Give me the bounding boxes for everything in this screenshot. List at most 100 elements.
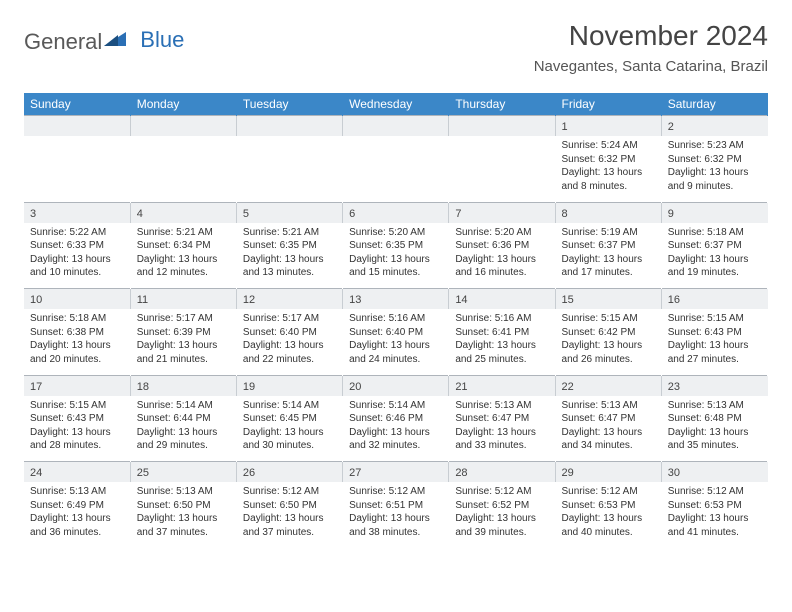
- day-detail-text: Sunrise: 5:15 AMSunset: 6:43 PMDaylight:…: [30, 399, 124, 453]
- day-detail-cell: Sunrise: 5:16 AMSunset: 6:40 PMDaylight:…: [343, 309, 449, 375]
- day-number-cell: 19: [236, 375, 342, 396]
- weekday-header: Friday: [555, 93, 661, 116]
- day-number-cell: 5: [236, 202, 342, 223]
- day-number-cell: 25: [130, 462, 236, 483]
- day-number: 3: [30, 208, 36, 220]
- page-header: General Blue November 2024 Navegantes, S…: [24, 20, 768, 75]
- day-detail-text: Sunrise: 5:14 AMSunset: 6:44 PMDaylight:…: [137, 399, 230, 453]
- month-title: November 2024: [534, 20, 768, 52]
- day-detail-cell: Sunrise: 5:21 AMSunset: 6:35 PMDaylight:…: [236, 223, 342, 289]
- day-detail-cell: Sunrise: 5:14 AMSunset: 6:45 PMDaylight:…: [236, 396, 342, 462]
- day-number-cell: [130, 116, 236, 137]
- day-detail-text: Sunrise: 5:17 AMSunset: 6:39 PMDaylight:…: [137, 312, 230, 366]
- day-number-cell: [343, 116, 449, 137]
- day-number: 1: [562, 121, 568, 133]
- day-detail-text: Sunrise: 5:12 AMSunset: 6:53 PMDaylight:…: [562, 485, 655, 539]
- calendar-table: Sunday Monday Tuesday Wednesday Thursday…: [24, 93, 768, 548]
- day-detail-cell: Sunrise: 5:12 AMSunset: 6:50 PMDaylight:…: [236, 482, 342, 548]
- day-number: 10: [30, 294, 42, 306]
- logo-triangle-icon: [104, 26, 126, 52]
- day-number-row: 3 4 567 89: [24, 202, 768, 223]
- day-detail-text: Sunrise: 5:21 AMSunset: 6:34 PMDaylight:…: [137, 226, 230, 280]
- day-detail-text: Sunrise: 5:13 AMSunset: 6:47 PMDaylight:…: [455, 399, 548, 453]
- day-detail-row: Sunrise: 5:22 AMSunset: 6:33 PMDaylight:…: [24, 223, 768, 289]
- day-number-cell: 3: [24, 202, 130, 223]
- day-detail-cell: Sunrise: 5:13 AMSunset: 6:47 PMDaylight:…: [555, 396, 661, 462]
- day-number: 4: [137, 208, 143, 220]
- day-number-cell: 28: [449, 462, 555, 483]
- day-detail-cell: Sunrise: 5:13 AMSunset: 6:49 PMDaylight:…: [24, 482, 130, 548]
- day-number-cell: 2: [661, 116, 767, 137]
- day-number: 30: [668, 467, 680, 479]
- day-number: 12: [243, 294, 255, 306]
- calendar-body: 12Sunrise: 5:24 AMSunset: 6:32 PMDayligh…: [24, 116, 768, 549]
- day-number: 20: [349, 381, 361, 393]
- day-detail-text: Sunrise: 5:20 AMSunset: 6:36 PMDaylight:…: [455, 226, 548, 280]
- day-detail-row: Sunrise: 5:15 AMSunset: 6:43 PMDaylight:…: [24, 396, 768, 462]
- day-detail-text: Sunrise: 5:18 AMSunset: 6:37 PMDaylight:…: [668, 226, 761, 280]
- day-number: 9: [668, 208, 674, 220]
- day-number-cell: 24: [24, 462, 130, 483]
- day-number-row: 24 25 26 27 28 29 30: [24, 462, 768, 483]
- day-number: 17: [30, 381, 42, 393]
- day-detail-cell: Sunrise: 5:12 AMSunset: 6:53 PMDaylight:…: [661, 482, 767, 548]
- day-detail-text: Sunrise: 5:13 AMSunset: 6:48 PMDaylight:…: [668, 399, 761, 453]
- day-detail-row: Sunrise: 5:13 AMSunset: 6:49 PMDaylight:…: [24, 482, 768, 548]
- day-detail-text: Sunrise: 5:17 AMSunset: 6:40 PMDaylight:…: [243, 312, 336, 366]
- day-detail-text: Sunrise: 5:16 AMSunset: 6:41 PMDaylight:…: [455, 312, 548, 366]
- day-number-cell: 12: [236, 289, 342, 310]
- day-detail-cell: Sunrise: 5:17 AMSunset: 6:40 PMDaylight:…: [236, 309, 342, 375]
- location-label: Navegantes, Santa Catarina, Brazil: [534, 58, 768, 75]
- day-detail-cell: Sunrise: 5:17 AMSunset: 6:39 PMDaylight:…: [130, 309, 236, 375]
- day-number-cell: 26: [236, 462, 342, 483]
- day-number-cell: 17: [24, 375, 130, 396]
- day-number: 11: [137, 294, 148, 306]
- day-detail-row: Sunrise: 5:24 AMSunset: 6:32 PMDaylight:…: [24, 136, 768, 202]
- weekday-header: Wednesday: [343, 93, 449, 116]
- day-detail-cell: Sunrise: 5:20 AMSunset: 6:35 PMDaylight:…: [343, 223, 449, 289]
- day-detail-cell: Sunrise: 5:24 AMSunset: 6:32 PMDaylight:…: [555, 136, 661, 202]
- day-detail-text: Sunrise: 5:15 AMSunset: 6:43 PMDaylight:…: [668, 312, 761, 366]
- weekday-header: Saturday: [661, 93, 767, 116]
- day-detail-text: Sunrise: 5:24 AMSunset: 6:32 PMDaylight:…: [562, 139, 655, 193]
- day-detail-cell: [449, 136, 555, 202]
- day-detail-cell: [24, 136, 130, 202]
- day-detail-row: Sunrise: 5:18 AMSunset: 6:38 PMDaylight:…: [24, 309, 768, 375]
- day-number-cell: 8: [555, 202, 661, 223]
- weekday-header: Sunday: [24, 93, 130, 116]
- day-number: 29: [562, 467, 574, 479]
- day-number: 25: [137, 467, 149, 479]
- day-detail-text: Sunrise: 5:14 AMSunset: 6:45 PMDaylight:…: [243, 399, 336, 453]
- day-detail-text: Sunrise: 5:12 AMSunset: 6:51 PMDaylight:…: [349, 485, 442, 539]
- day-number-cell: 21: [449, 375, 555, 396]
- day-detail-cell: Sunrise: 5:14 AMSunset: 6:46 PMDaylight:…: [343, 396, 449, 462]
- day-number-cell: 11: [130, 289, 236, 310]
- day-detail-cell: Sunrise: 5:21 AMSunset: 6:34 PMDaylight:…: [130, 223, 236, 289]
- day-number: 7: [455, 208, 461, 220]
- day-detail-text: Sunrise: 5:12 AMSunset: 6:50 PMDaylight:…: [243, 485, 336, 539]
- day-number-cell: [24, 116, 130, 137]
- day-number: 2: [668, 121, 674, 133]
- day-number: 27: [349, 467, 361, 479]
- day-detail-cell: Sunrise: 5:12 AMSunset: 6:52 PMDaylight:…: [449, 482, 555, 548]
- day-detail-cell: Sunrise: 5:23 AMSunset: 6:32 PMDaylight:…: [661, 136, 767, 202]
- day-number-cell: 4: [130, 202, 236, 223]
- day-number-cell: 16: [661, 289, 767, 310]
- day-number-cell: [449, 116, 555, 137]
- day-detail-text: Sunrise: 5:14 AMSunset: 6:46 PMDaylight:…: [349, 399, 442, 453]
- day-number-cell: 6: [343, 202, 449, 223]
- day-detail-text: Sunrise: 5:23 AMSunset: 6:32 PMDaylight:…: [668, 139, 761, 193]
- day-number-row: 10111213141516: [24, 289, 768, 310]
- day-detail-cell: Sunrise: 5:19 AMSunset: 6:37 PMDaylight:…: [555, 223, 661, 289]
- day-number-cell: 15: [555, 289, 661, 310]
- day-detail-cell: Sunrise: 5:12 AMSunset: 6:53 PMDaylight:…: [555, 482, 661, 548]
- day-number: 28: [455, 467, 467, 479]
- day-detail-cell: Sunrise: 5:14 AMSunset: 6:44 PMDaylight:…: [130, 396, 236, 462]
- day-number: 22: [562, 381, 574, 393]
- day-detail-text: Sunrise: 5:20 AMSunset: 6:35 PMDaylight:…: [349, 226, 442, 280]
- day-number-cell: 7: [449, 202, 555, 223]
- day-number-cell: 23: [661, 375, 767, 396]
- weekday-header: Thursday: [449, 93, 555, 116]
- day-number: 13: [349, 294, 361, 306]
- day-detail-cell: [236, 136, 342, 202]
